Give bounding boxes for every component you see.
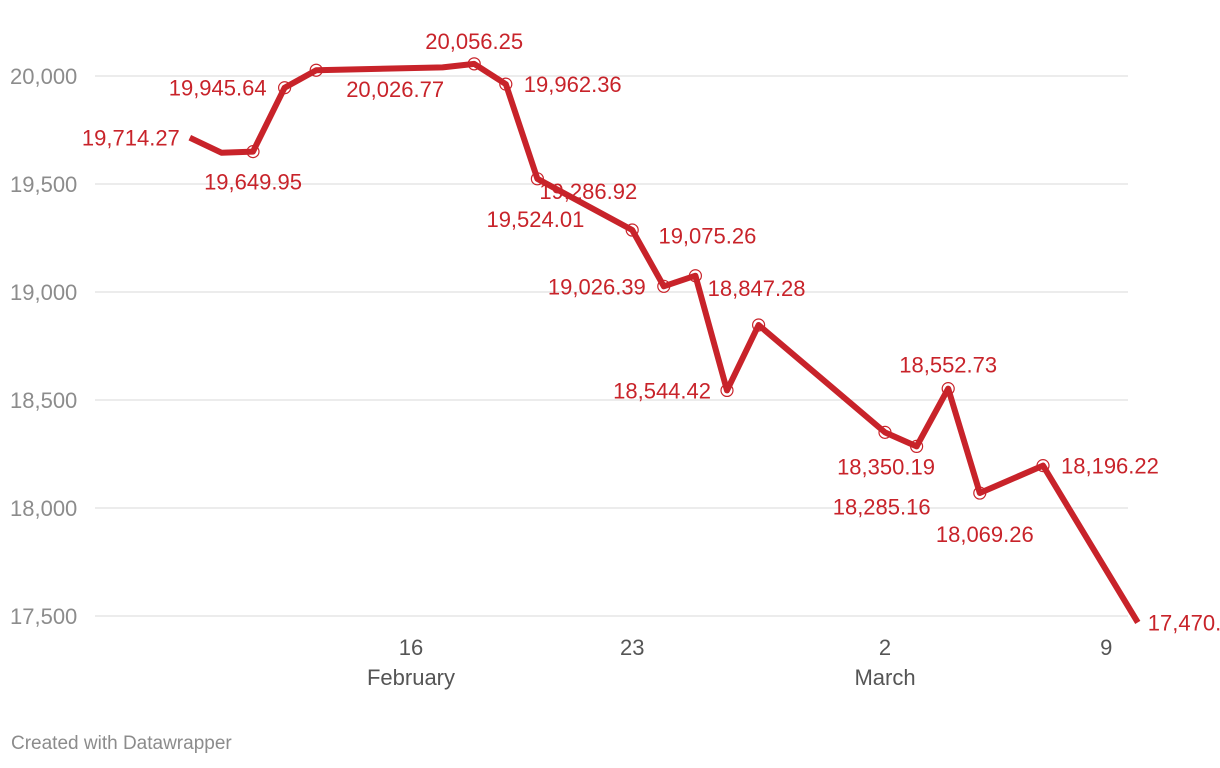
data-label: 19,945.64 xyxy=(169,76,267,101)
data-label: 18,350.19 xyxy=(837,454,935,479)
data-label: 17,470.2 xyxy=(1148,610,1220,635)
data-point-marker xyxy=(1036,459,1050,473)
data-point-marker xyxy=(499,77,513,91)
data-label: 18,544.42 xyxy=(613,378,711,403)
data-label: 18,196.22 xyxy=(1061,454,1159,479)
data-label: 19,962.36 xyxy=(524,72,622,97)
data-point-marker xyxy=(467,57,481,71)
data-point-marker xyxy=(309,63,323,77)
footer-credit: Created with Datawrapper xyxy=(11,733,232,754)
y-tick-label: 18,000 xyxy=(10,496,77,521)
data-label: 19,714.27 xyxy=(82,126,180,151)
data-point-marker xyxy=(530,172,545,186)
data-point-marker xyxy=(720,383,734,398)
data-point-marker xyxy=(278,81,292,95)
data-label: 18,285.16 xyxy=(833,494,931,519)
data-point-marker xyxy=(973,486,987,500)
y-tick-label: 18,500 xyxy=(10,388,77,413)
data-label: 20,026.77 xyxy=(346,77,444,102)
data-point-marker xyxy=(625,223,639,237)
x-tick-label: 9 xyxy=(1100,635,1112,660)
data-label: 19,075.26 xyxy=(658,224,756,249)
data-point-marker xyxy=(688,269,703,283)
x-tick-month-label: February xyxy=(367,665,455,690)
point-markers xyxy=(246,57,1050,500)
x-tick-month-label: March xyxy=(854,665,915,690)
y-axis-tick-labels: 20,000 19,500 19,000 18,500 18,000 17,500 xyxy=(10,64,77,629)
data-label: 19,026.39 xyxy=(548,274,646,299)
data-labels: 19,714.27 19,649.95 19,945.64 20,026.77 20,0… xyxy=(82,29,1220,636)
y-tick-label: 19,000 xyxy=(10,280,77,305)
x-tick-label: 2 xyxy=(879,635,891,660)
data-label: 19,524.01 xyxy=(486,207,584,232)
x-axis-tick-labels: 16 February 23 2 March 9 xyxy=(367,635,1112,690)
data-label: 18,552.73 xyxy=(899,353,997,378)
data-point-marker xyxy=(246,145,260,159)
x-tick-label: 23 xyxy=(620,635,644,660)
data-label: 19,649.95 xyxy=(204,170,302,195)
data-point-marker xyxy=(751,318,766,332)
data-point-marker xyxy=(657,279,671,293)
data-point-marker xyxy=(909,439,924,454)
x-tick-label: 16 xyxy=(399,635,423,660)
data-label: 20,056.25 xyxy=(425,29,523,54)
grid-lines xyxy=(95,75,1128,617)
y-tick-label: 17,500 xyxy=(10,604,77,629)
data-label: 19,286.92 xyxy=(539,179,637,204)
data-label: 18,069.26 xyxy=(936,522,1034,547)
data-point-marker xyxy=(878,425,892,439)
y-tick-label: 20,000 xyxy=(10,64,77,89)
data-point-marker xyxy=(941,382,955,396)
y-tick-label: 19,500 xyxy=(10,172,77,197)
data-label: 18,847.28 xyxy=(708,276,806,301)
